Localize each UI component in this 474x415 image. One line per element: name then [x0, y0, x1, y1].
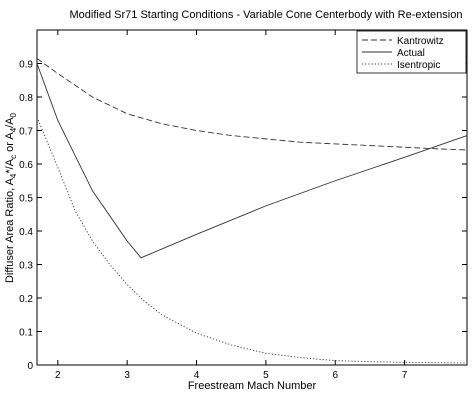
x-axis-label: Freestream Mach Number: [188, 380, 317, 392]
legend-label-actual: Actual: [397, 48, 425, 59]
x-tick-label: 2: [55, 370, 61, 381]
plot-area: [36, 29, 468, 366]
y-axis-label: Diffuser Area Ratio, A4*/Ac or A4/A0: [4, 112, 18, 283]
y-tick-label: 0.8: [19, 93, 33, 104]
x-tick-label: 5: [263, 370, 269, 381]
y-tick-label: 0.1: [19, 328, 33, 339]
x-tick-label: 6: [332, 370, 338, 381]
y-tick-label: 0.3: [19, 261, 33, 272]
y-tick-label: 0.7: [19, 127, 33, 138]
y-tick-label: 0.6: [19, 160, 33, 171]
x-tick-label: 7: [402, 370, 408, 381]
x-tick-label: 4: [194, 370, 200, 381]
series-layer: [36, 58, 468, 364]
legend-label-isentropic: Isentropic: [397, 60, 440, 71]
y-tick-label: 0.9: [19, 60, 33, 71]
x-tick-label: 3: [124, 370, 130, 381]
y-tick-label: 0: [27, 361, 33, 372]
series-line-isentropic: [36, 116, 468, 364]
x-axis: 2 3 4 5 6 7: [55, 30, 408, 381]
chart-title: Modified Sr71 Starting Conditions - Vari…: [70, 9, 463, 21]
y-tick-label: 0.2: [19, 294, 33, 305]
y-tick-label: 0.4: [19, 227, 33, 238]
y-tick-label: 0.5: [19, 194, 33, 205]
legend-label-kantrowitz: Kantrowitz: [397, 36, 444, 47]
series-line-actual: [36, 63, 468, 259]
series-line-kantrowitz: [36, 58, 468, 151]
